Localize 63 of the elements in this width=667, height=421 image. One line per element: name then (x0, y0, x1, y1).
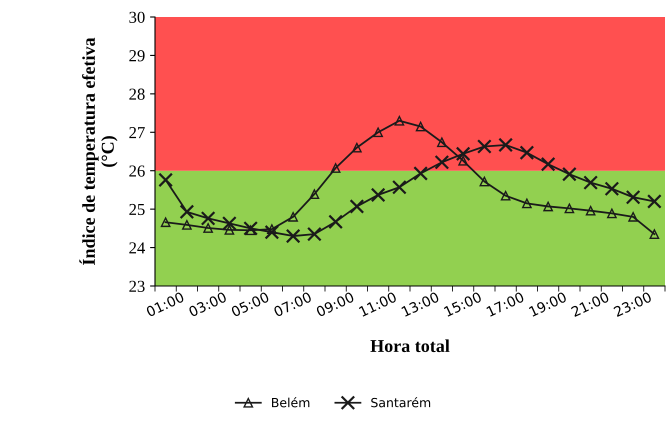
point (413, 166, 428, 181)
y-tick-label: 23 (129, 280, 145, 292)
y-tick-label: 25 (129, 204, 145, 216)
point (286, 228, 300, 244)
point (562, 166, 577, 182)
point (158, 172, 173, 188)
point (222, 216, 237, 231)
point (392, 180, 407, 195)
point (288, 212, 298, 222)
point (650, 229, 660, 239)
point (224, 225, 234, 235)
point (586, 206, 596, 216)
point (477, 139, 492, 154)
point (182, 220, 192, 230)
point (328, 214, 343, 230)
point (604, 181, 620, 196)
point (370, 188, 386, 202)
x-tick-label: 09:00 (316, 291, 355, 318)
point (307, 226, 322, 242)
legend-label: Belém (272, 397, 310, 408)
point (203, 223, 213, 233)
point (564, 204, 574, 214)
point (243, 220, 258, 236)
point (480, 176, 490, 186)
y-tick-label: 29 (129, 50, 145, 62)
y-tick-label: 30 (129, 12, 145, 23)
point (583, 175, 598, 190)
point (500, 190, 510, 201)
point (647, 194, 662, 209)
point (498, 138, 513, 152)
point (628, 212, 638, 222)
point (200, 211, 216, 226)
point (458, 156, 468, 166)
y-tick-label: 28 (129, 88, 145, 100)
point (434, 154, 450, 170)
x-tick-label: 05:00 (230, 291, 270, 318)
point (373, 127, 383, 138)
point (520, 145, 534, 160)
point (540, 156, 556, 172)
point (416, 122, 426, 132)
y-tick-label: 24 (129, 242, 146, 254)
point (394, 116, 404, 126)
y-tick-label: 26 (129, 165, 145, 177)
point (456, 146, 470, 162)
x-axis-title: Hora total (370, 339, 450, 352)
y-tick-label: 27 (129, 127, 145, 138)
x-tick-label: 03:00 (188, 291, 228, 318)
point (264, 224, 280, 240)
point (310, 189, 320, 200)
point (543, 202, 553, 212)
point (180, 204, 194, 220)
point (352, 142, 362, 153)
point (160, 217, 170, 228)
legend-label: Santarém (371, 397, 430, 408)
point (330, 163, 340, 173)
point (522, 198, 532, 208)
x-tick-label: 01:00 (146, 291, 185, 318)
point (607, 208, 617, 218)
y-axis-title: Índice de temperatura efetiva (°C) (79, 38, 118, 265)
point (350, 199, 364, 214)
point (437, 137, 447, 148)
point (626, 190, 640, 205)
x-tick-label: 07:00 (273, 291, 312, 318)
